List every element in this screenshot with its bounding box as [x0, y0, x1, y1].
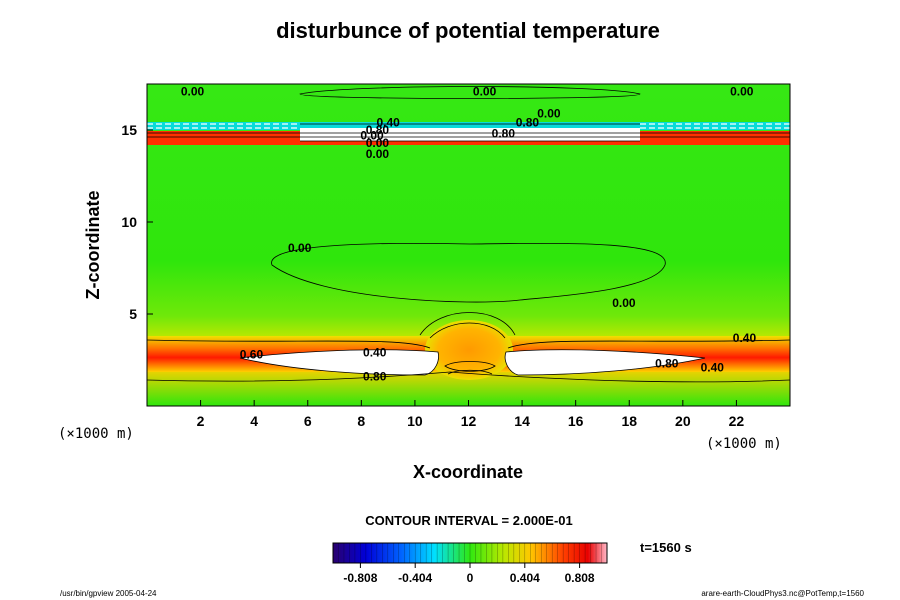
x-unit-left: (×1000 m): [58, 426, 134, 442]
x-tick-label: 12: [461, 413, 477, 429]
contour-lines: [147, 86, 790, 383]
y-tick-label: 5: [129, 306, 137, 322]
time-label: t=1560 s: [640, 540, 692, 555]
x-tick-label: 14: [514, 413, 530, 429]
contour-label: 0.00: [366, 136, 390, 150]
x-tick-label: 18: [621, 413, 637, 429]
lower-saturated-left: [240, 349, 439, 375]
contour-label: 0.80: [655, 357, 679, 371]
y-axis-title: Z-coordinate: [83, 190, 103, 299]
colorbar-tick-label: -0.404: [398, 571, 432, 585]
colorbar: -0.808 -0.404 0 0.404 0.808: [332, 542, 608, 585]
x-unit-right: (×1000 m): [706, 436, 782, 452]
contour-label: 0.80: [366, 123, 390, 137]
x-tick-label: 16: [568, 413, 584, 429]
contour-label: 0.00: [730, 84, 754, 98]
contour-label: 0.00: [366, 147, 390, 161]
contour-label: 0.40: [363, 346, 387, 360]
contour-label: 0.40: [701, 360, 725, 374]
contour-label: 0.00: [360, 129, 384, 143]
contour-label: 0.00: [181, 84, 205, 98]
contour-label: 0.00: [288, 241, 312, 255]
chart-title: disturbunce of potential temperature: [276, 18, 660, 43]
colorbar-tick-label: 0.404: [510, 571, 540, 585]
x-tick-label: 2: [197, 413, 205, 429]
colorbar-stripes: [338, 543, 602, 563]
plot-area: 0.00 0.00 0.000.000.800.400.800.000.000.00…: [147, 84, 790, 406]
colorbar-tick-label: 0.808: [565, 571, 595, 585]
cold-band: [147, 122, 790, 130]
contour-label: 0.00: [473, 84, 497, 98]
x-tick-label: 6: [304, 413, 312, 429]
contour-label: 0.40: [733, 331, 757, 345]
y-tick-label: 10: [121, 214, 137, 230]
x-axis-title: X-coordinate: [413, 462, 523, 482]
contour-label: 0.00: [612, 296, 636, 310]
contour-label: 0.00: [537, 106, 561, 120]
contour-label: 0.60: [240, 347, 264, 361]
footer-right: arare-earth-CloudPhys3.nc@PotTemp,t=1560: [701, 589, 864, 598]
x-axis: 2 4 6 8 10 12 14 16 18 20 22: [197, 400, 745, 429]
x-tick-label: 20: [675, 413, 691, 429]
y-tick-label: 15: [121, 122, 137, 138]
x-tick-label: 8: [357, 413, 365, 429]
contour-interval-text: CONTOUR INTERVAL = 2.000E-01: [365, 513, 572, 528]
x-tick-label: 4: [250, 413, 258, 429]
lower-saturated-right: [505, 349, 705, 375]
negative-contours: [147, 123, 790, 129]
contour-label: 0.80: [492, 127, 516, 141]
colorbar-ticks: -0.808 -0.404 0 0.404 0.808: [343, 563, 595, 585]
colorbar-tick-label: 0: [467, 571, 474, 585]
x-tick-label: 10: [407, 413, 423, 429]
x-tick-label: 22: [729, 413, 745, 429]
upper-saturated-band: [300, 128, 640, 141]
colorbar-tick-label: -0.808: [343, 571, 377, 585]
contour-labels: 0.00 0.00 0.000.000.800.400.800.000.000.00…: [181, 84, 757, 383]
footer-left: /usr/bin/gpview 2005-04-24: [60, 589, 157, 598]
contour-label: 0.80: [363, 370, 387, 384]
contour-label: 0.40: [376, 116, 400, 130]
y-axis: 5 10 15: [121, 122, 153, 322]
contour-label: 0.80: [516, 116, 540, 130]
